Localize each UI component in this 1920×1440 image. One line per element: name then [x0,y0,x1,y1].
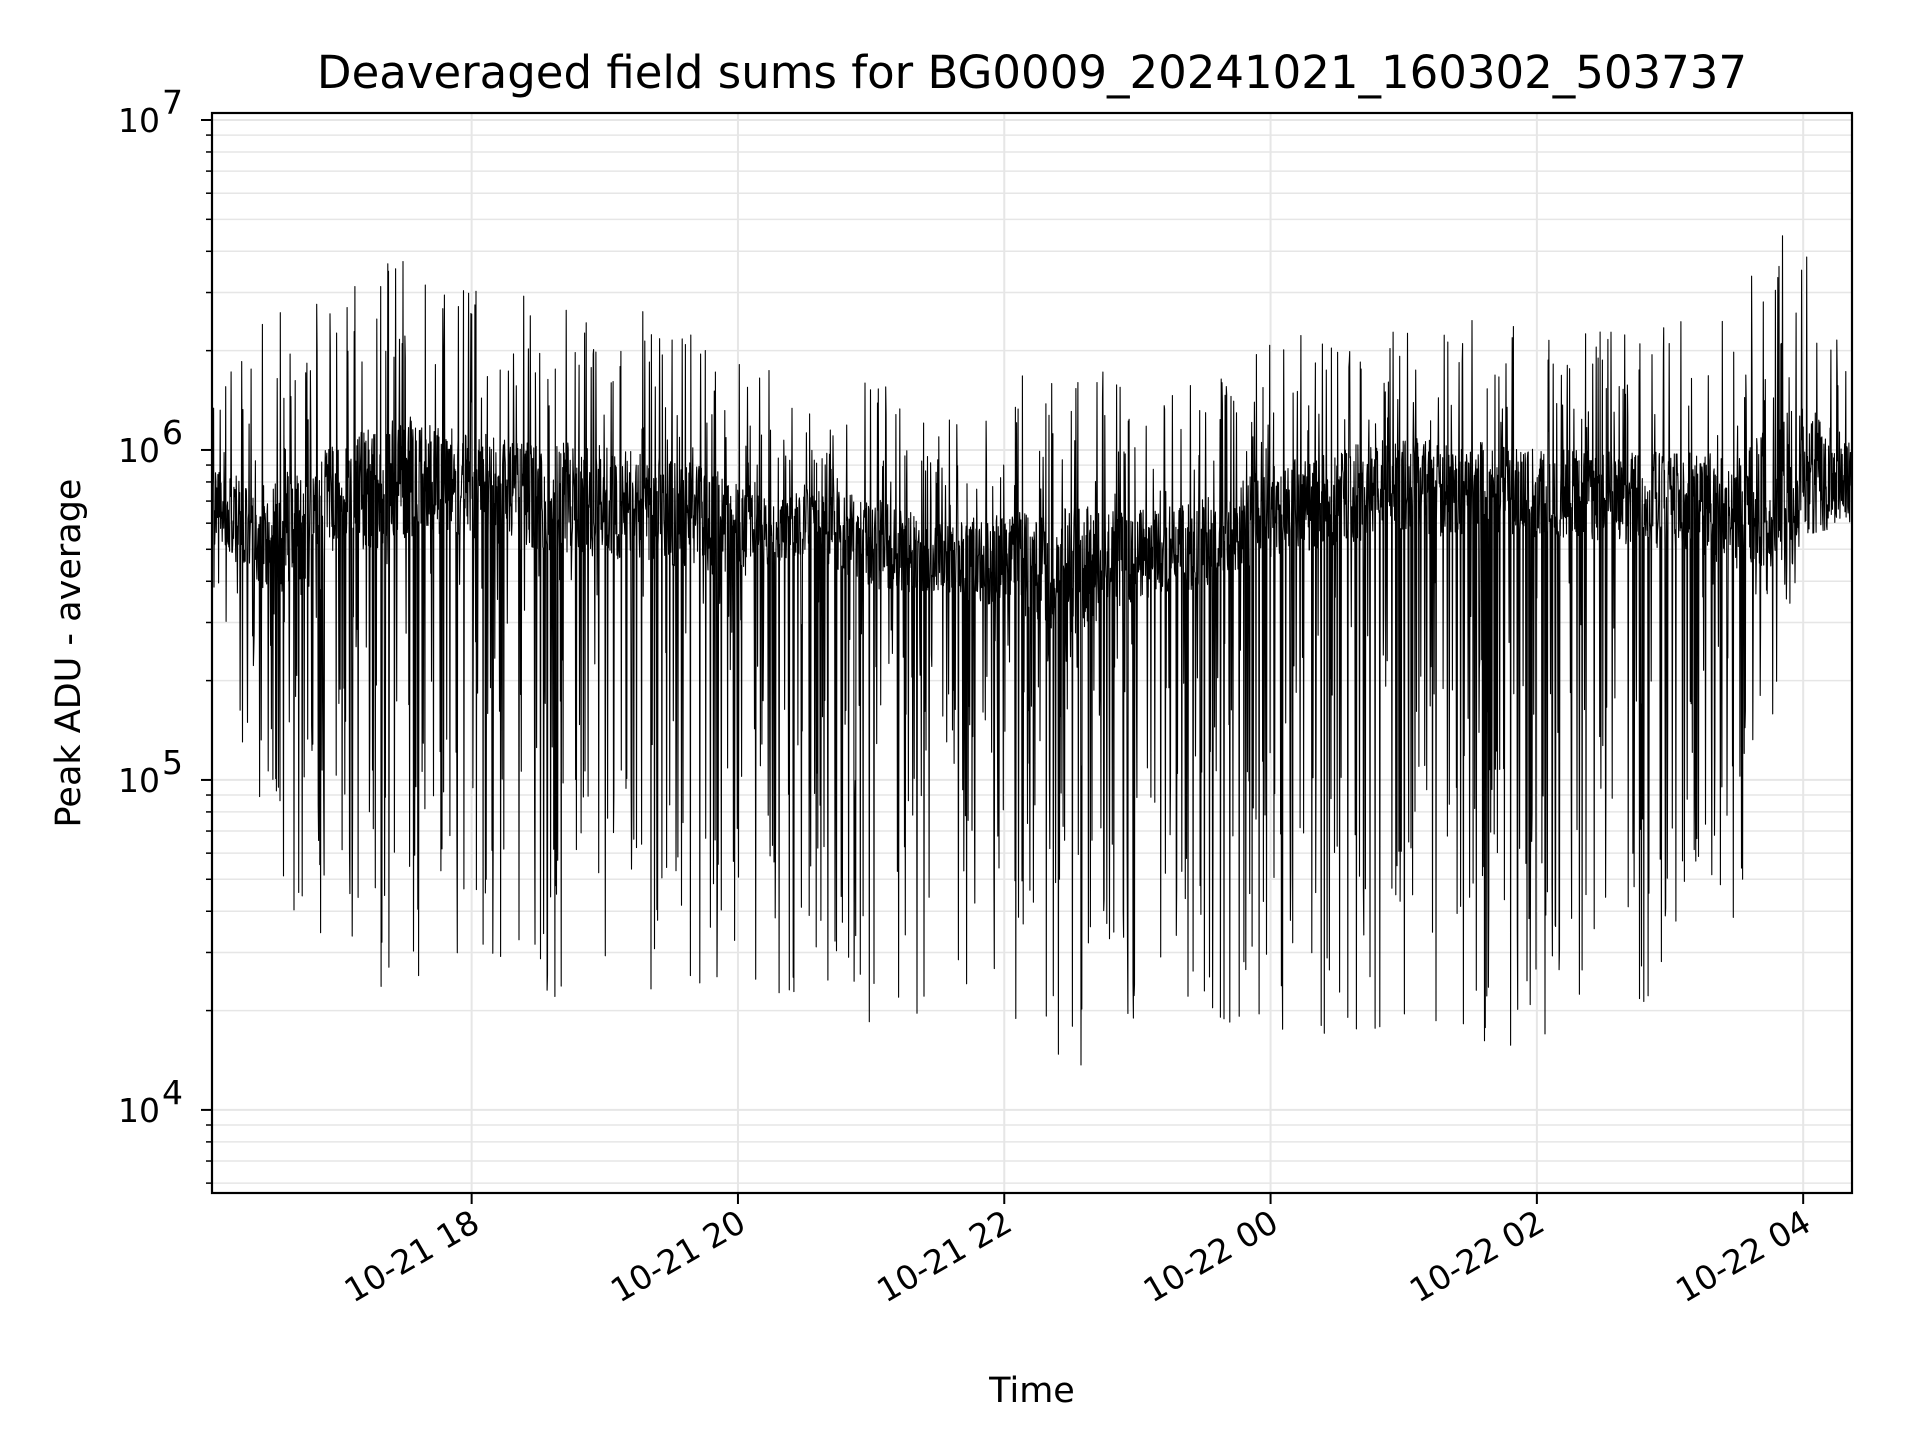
y-tick-label: 10 [118,431,160,470]
series-layer [211,235,1853,1066]
x-axis-title: Time [988,1371,1075,1411]
y-tick-exponent: 7 [162,83,183,122]
y-tick-exponent: 4 [162,1073,183,1112]
plot-frame [210,111,1854,1195]
y-tick-exponent: 6 [162,413,183,452]
chart-title: Deaveraged field sums for BG0009_2024102… [317,46,1747,99]
y-tick-label: 10 [118,101,160,140]
y-tick-exponent: 5 [162,743,183,782]
y-tick-label: 10 [118,1091,160,1130]
series-line [211,235,1853,1066]
y-axis-title: Peak ADU - average [49,479,89,828]
y-tick-label: 10 [118,761,160,800]
